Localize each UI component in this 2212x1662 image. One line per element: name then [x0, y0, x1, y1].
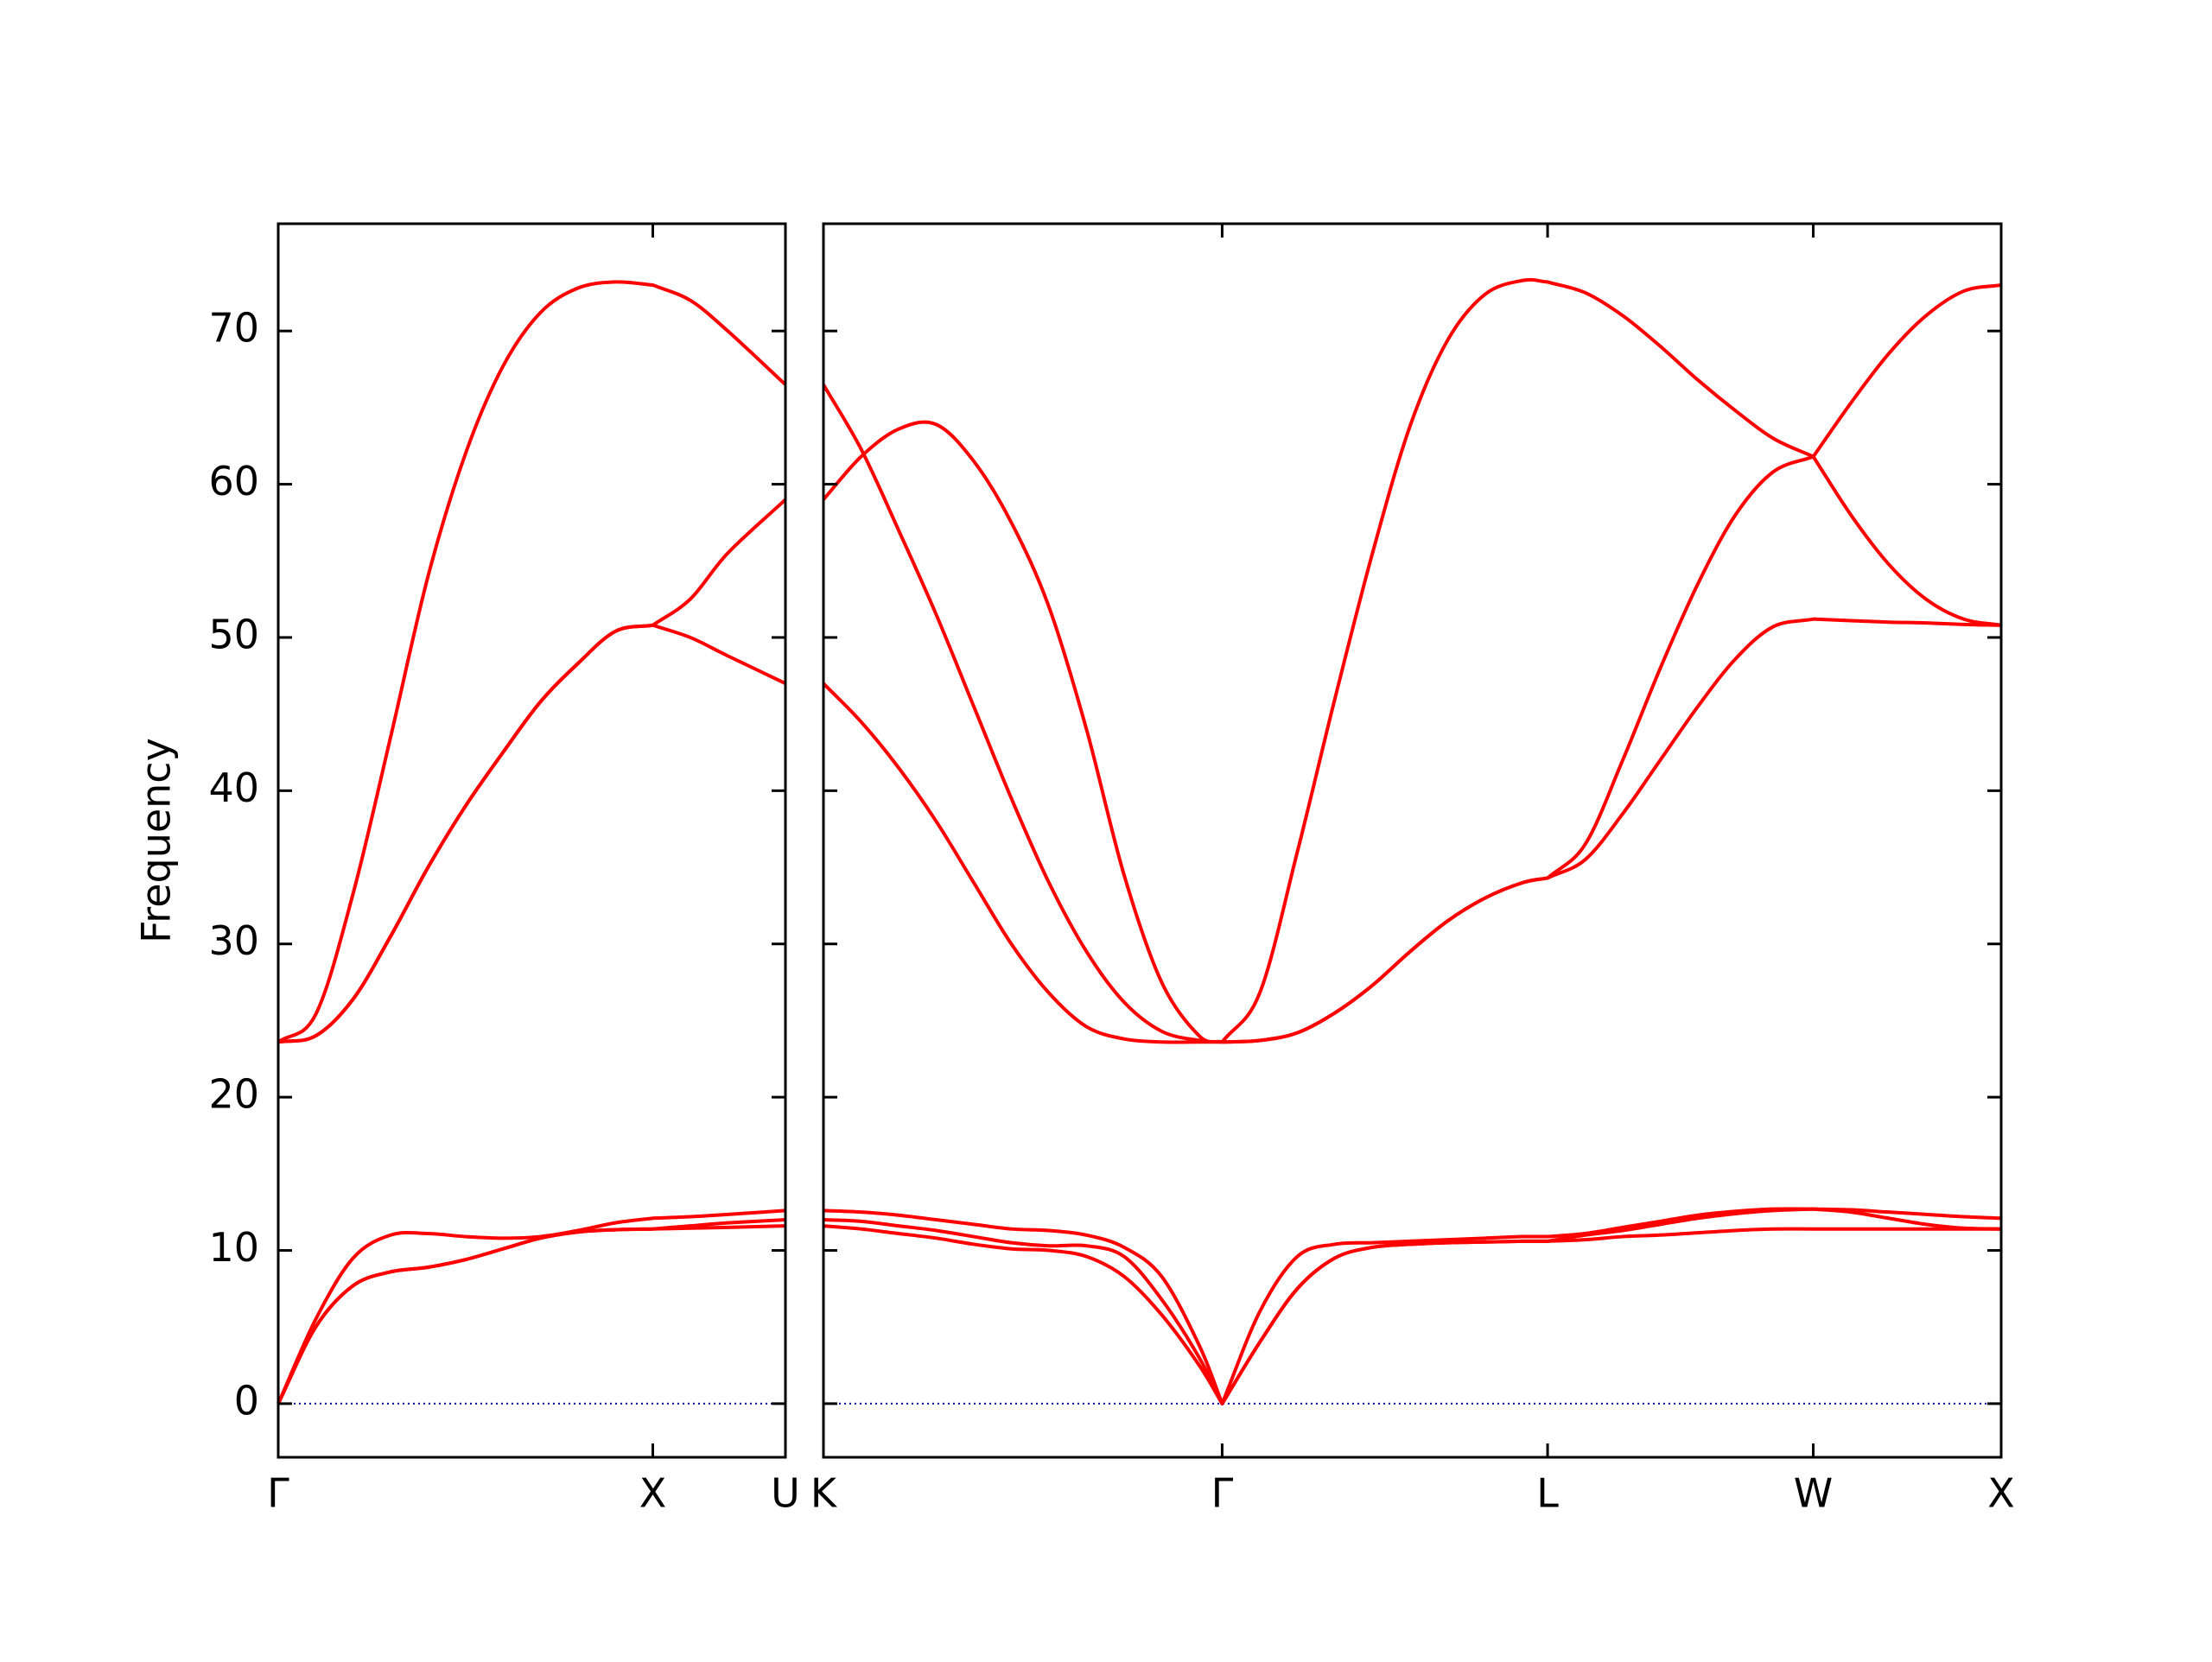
x-tick-label: K — [810, 1470, 838, 1517]
y-tick-label: 0 — [234, 1377, 259, 1424]
y-tick-label: 70 — [208, 305, 259, 352]
band-line — [276, 1218, 786, 1405]
x-tick-label: X — [639, 1470, 667, 1517]
band-line — [822, 617, 2002, 1044]
band-line — [822, 384, 2002, 1044]
x-tick-label: Γ — [1211, 1470, 1234, 1517]
plot-frame — [822, 222, 2003, 1459]
band-line — [276, 1208, 786, 1405]
x-tick-label: W — [1794, 1470, 1833, 1517]
band-line — [277, 498, 787, 1044]
x-tick-label: X — [1987, 1470, 2015, 1517]
y-tick-label: 20 — [208, 1071, 259, 1118]
band-line — [823, 1207, 2002, 1405]
band-line — [822, 277, 2002, 1044]
plot-frame — [276, 222, 787, 1459]
y-tick-label: 40 — [208, 764, 259, 811]
band-line — [276, 1224, 786, 1405]
x-tick-label: Γ — [267, 1470, 289, 1517]
x-tick-label: L — [1536, 1470, 1559, 1517]
band-line — [276, 280, 787, 1044]
y-tick-label: 60 — [208, 458, 259, 504]
y-axis-label: Frequency — [133, 738, 180, 943]
band-line — [277, 623, 786, 1044]
band-line — [823, 1224, 2001, 1405]
x-tick-label: U — [771, 1470, 800, 1517]
y-tick-label: 50 — [208, 611, 259, 657]
y-tick-label: 30 — [208, 917, 259, 964]
band-line — [823, 1207, 2002, 1405]
y-tick-label: 10 — [208, 1224, 259, 1271]
